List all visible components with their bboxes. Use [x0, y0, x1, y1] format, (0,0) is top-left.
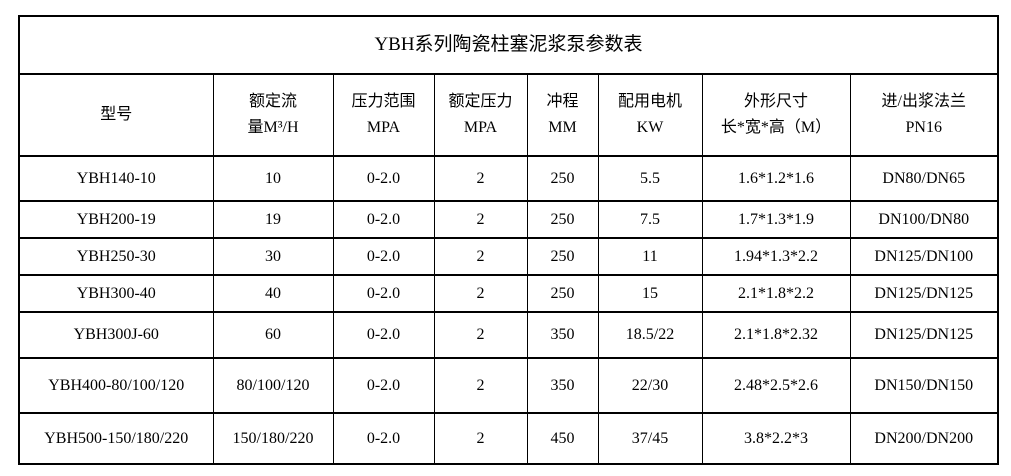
cell-motor-power: 18.5/22	[597, 311, 703, 359]
cell-flow-rate: 10	[212, 155, 334, 202]
header-dimensions: 外形尺寸长*宽*高（M）	[701, 73, 851, 157]
cell-rated-pressure: 2	[433, 274, 528, 313]
table-row: YBH300J-60 60 0-2.0 2 350 18.5/22 2.1*1.8*2.32…	[18, 311, 999, 359]
cell-motor-power: 7.5	[597, 200, 703, 239]
cell-flange: DN100/DN80	[849, 200, 999, 239]
cell-stroke: 350	[526, 311, 599, 359]
cell-model: YBH250-30	[18, 237, 214, 276]
header-line2: PN16	[905, 119, 942, 136]
cell-flange: DN125/DN125	[849, 311, 999, 359]
header-line2: KW	[636, 119, 664, 136]
header-line1: 外形尺寸	[743, 93, 808, 110]
table-row: YBH300-40 40 0-2.0 2 250 15 2.1*1.8*2.2 DN125/D…	[18, 274, 999, 313]
cell-flange: DN150/DN150	[849, 357, 999, 414]
cell-model: YBH300J-60	[18, 311, 214, 359]
header-line2: 量M³/H	[247, 119, 299, 136]
cell-stroke: 250	[526, 155, 599, 202]
header-line1: 进/出浆法兰	[881, 93, 966, 110]
cell-dimensions: 3.8*2.2*3	[701, 412, 851, 465]
cell-rated-pressure: 2	[433, 200, 528, 239]
header-line1: 额定流	[248, 93, 297, 110]
cell-model: YBH140-10	[18, 155, 214, 202]
cell-pressure-range: 0-2.0	[332, 412, 435, 465]
cell-flow-rate: 60	[212, 311, 334, 359]
table-row: YBH140-10 10 0-2.0 2 250 5.5 1.6*1.2*1.6 DN80/D…	[18, 155, 999, 202]
header-line1: 压力范围	[351, 93, 416, 110]
cell-pressure-range: 0-2.0	[332, 200, 435, 239]
cell-pressure-range: 0-2.0	[332, 357, 435, 414]
cell-pressure-range: 0-2.0	[332, 237, 435, 276]
cell-motor-power: 11	[597, 237, 703, 276]
cell-dimensions: 2.1*1.8*2.32	[701, 311, 851, 359]
cell-stroke: 250	[526, 274, 599, 313]
header-line1: 型号	[100, 106, 133, 123]
cell-flange: DN125/DN100	[849, 237, 999, 276]
header-rated-pressure: 额定压力 MPA	[433, 73, 528, 157]
header-flow-rate: 额定流量M³/H	[212, 73, 334, 157]
cell-flow-rate: 30	[212, 237, 334, 276]
cell-model: YBH500-150/180/220	[18, 412, 214, 465]
header-stroke: 冲程 MM	[526, 73, 599, 157]
cell-rated-pressure: 2	[433, 357, 528, 414]
cell-flow-rate: 80/100/120	[212, 357, 334, 414]
cell-model: YBH400-80/100/120	[18, 357, 214, 414]
header-line1: 冲程	[546, 93, 579, 110]
header-line2: 长*宽*高（M）	[720, 119, 832, 136]
header-line2: MPA	[463, 119, 498, 136]
header-motor-power: 配用电机 KW	[597, 73, 703, 157]
cell-flow-rate: 19	[212, 200, 334, 239]
table-title: YBH系列陶瓷柱塞泥浆泵参数表	[18, 15, 999, 75]
header-pressure-range: 压力范围 MPA	[332, 73, 435, 157]
cell-dimensions: 1.7*1.3*1.9	[701, 200, 851, 239]
cell-rated-pressure: 2	[433, 412, 528, 465]
cell-flow-rate: 40	[212, 274, 334, 313]
table-row: YBH400-80/100/120 80/100/120 0-2.0 2 350 22/3…	[18, 357, 999, 414]
cell-motor-power: 15	[597, 274, 703, 313]
header-line1: 额定压力	[448, 93, 513, 110]
table-row: YBH500-150/180/220 150/180/220 0-2.0 2 450 37…	[18, 412, 999, 465]
cell-motor-power: 5.5	[597, 155, 703, 202]
cell-motor-power: 37/45	[597, 412, 703, 465]
cell-stroke: 450	[526, 412, 599, 465]
cell-dimensions: 1.94*1.3*2.2	[701, 237, 851, 276]
header-model: 型号	[18, 73, 214, 157]
cell-pressure-range: 0-2.0	[332, 274, 435, 313]
cell-model: YBH300-40	[18, 274, 214, 313]
cell-rated-pressure: 2	[433, 237, 528, 276]
cell-flow-rate: 150/180/220	[212, 412, 334, 465]
cell-dimensions: 2.1*1.8*2.2	[701, 274, 851, 313]
cell-pressure-range: 0-2.0	[332, 155, 435, 202]
cell-flange: DN80/DN65	[849, 155, 999, 202]
cell-model: YBH200-19	[18, 200, 214, 239]
cell-pressure-range: 0-2.0	[332, 311, 435, 359]
cell-rated-pressure: 2	[433, 311, 528, 359]
cell-motor-power: 22/30	[597, 357, 703, 414]
cell-stroke: 250	[526, 237, 599, 276]
cell-stroke: 350	[526, 357, 599, 414]
parameter-table: YBH系列陶瓷柱塞泥浆泵参数表 型号 额定流量M³/H 压力范围 MPA 额定压力 MPA…	[18, 15, 999, 465]
cell-rated-pressure: 2	[433, 155, 528, 202]
cell-dimensions: 1.6*1.2*1.6	[701, 155, 851, 202]
header-line1: 配用电机	[617, 93, 682, 110]
header-line2: MM	[548, 119, 577, 136]
header-flange: 进/出浆法兰 PN16	[849, 73, 999, 157]
table-row: YBH200-19 19 0-2.0 2 250 7.5 1.7*1.3*1.9 DN100/…	[18, 200, 999, 239]
table-row: YBH250-30 30 0-2.0 2 250 11 1.94*1.3*2.2 DN125/…	[18, 237, 999, 276]
header-line2: MPA	[366, 119, 401, 136]
cell-stroke: 250	[526, 200, 599, 239]
cell-flange: DN200/DN200	[849, 412, 999, 465]
cell-flange: DN125/DN125	[849, 274, 999, 313]
cell-dimensions: 2.48*2.5*2.6	[701, 357, 851, 414]
